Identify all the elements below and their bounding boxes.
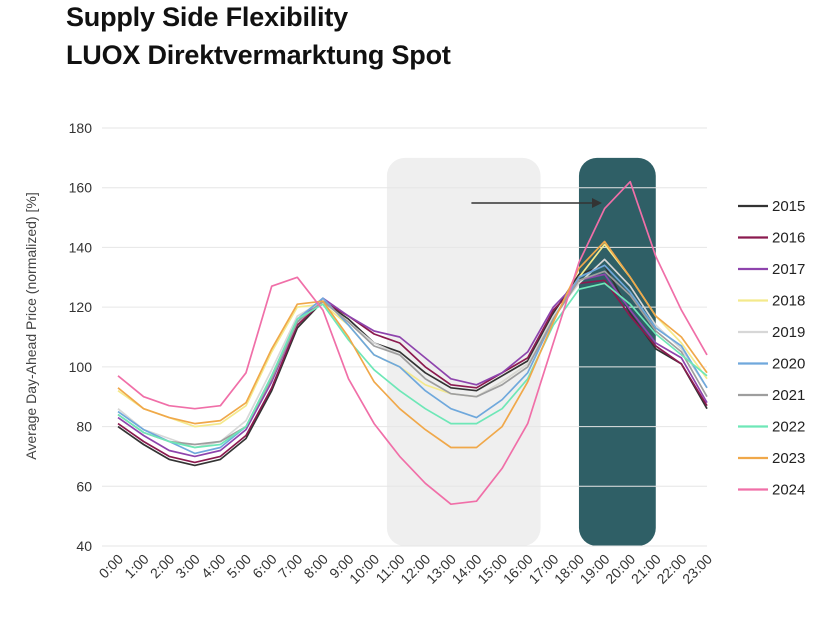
y-tick-label: 40 (76, 538, 92, 554)
x-tick-label: 8:00 (300, 551, 331, 582)
legend-label-2019: 2019 (772, 324, 805, 341)
series-line-2017 (117, 273, 708, 458)
highlight-bands (386, 157, 656, 546)
chart-title-line-2: LUOX Direktvermarktung Spot (66, 40, 451, 70)
legend-label-2022: 2022 (772, 419, 805, 436)
series-line-2021 (117, 270, 708, 446)
legend-label-2015: 2015 (772, 198, 805, 215)
series-line-2015 (117, 264, 708, 467)
x-tick-label: 10:00 (346, 551, 382, 587)
legend-label-2018: 2018 (772, 293, 805, 310)
y-tick-labels: 40 60 80 100 120 140 160 180 (69, 120, 93, 554)
highlight-band-1 (386, 157, 541, 546)
x-tick-labels: 0:001:002:003:004:005:006:007:008:009:00… (96, 551, 716, 587)
series-lines (117, 180, 708, 506)
x-tick-label: 3:00 (172, 551, 203, 582)
arrow-head (592, 198, 603, 208)
highlight-band-2 (578, 157, 656, 546)
legend-label-2016: 2016 (772, 230, 805, 247)
y-axis-label: Average Day-Ahead Price (normalized) [%] (23, 192, 39, 459)
y-tick-label: 120 (69, 299, 93, 315)
chart-title-line-1: Supply Side Flexibility (66, 2, 348, 32)
legend-label-2021: 2021 (772, 387, 805, 404)
y-tick-label: 60 (76, 478, 92, 494)
y-tick-label: 80 (76, 419, 92, 435)
series-line-2018 (117, 243, 708, 428)
legend-label-2023: 2023 (772, 450, 805, 467)
y-tick-label: 140 (69, 239, 93, 255)
x-tick-label: 5:00 (224, 551, 255, 582)
series-line-2023 (117, 240, 708, 449)
legend-label-2020: 2020 (772, 356, 805, 373)
x-tick-label: 7:00 (275, 551, 306, 582)
y-tick-label: 180 (69, 120, 93, 136)
series-line-2024 (117, 180, 708, 506)
x-tick-label: 4:00 (198, 551, 229, 582)
legend-label-2017: 2017 (772, 261, 805, 278)
legend: 2015 2016 2017 2018 2019 2020 2021 2022 2023 2024 (738, 198, 805, 499)
y-tick-label: 160 (69, 180, 93, 196)
annotation-arrow (471, 198, 603, 208)
legend-label-2024: 2024 (772, 482, 805, 499)
series-line-2020 (117, 264, 708, 455)
x-tick-label: 6:00 (249, 551, 280, 582)
series-line-2022 (117, 282, 708, 449)
x-tick-label: 0:00 (96, 551, 127, 582)
x-tick-label: 23:00 (679, 551, 715, 587)
x-tick-label: 2:00 (147, 551, 178, 582)
y-tick-label: 100 (69, 359, 93, 375)
x-tick-label: 1:00 (121, 551, 152, 582)
